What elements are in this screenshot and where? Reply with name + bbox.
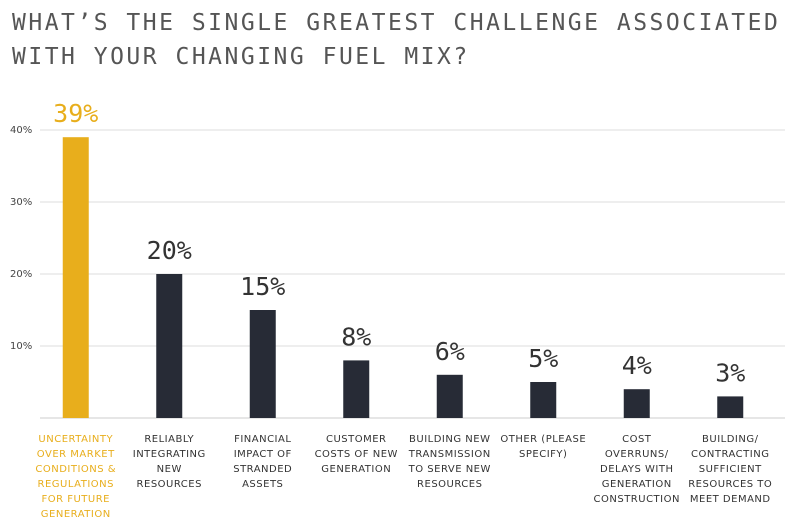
x-tick-label: UNCERTAINTY OVER MARKET CONDITIONS & REG… xyxy=(35,434,117,520)
data-label: 4% xyxy=(622,351,652,380)
y-tick-label: 10% xyxy=(10,341,32,352)
x-tick-label: RELIABLY INTEGRATING NEW RESOURCES xyxy=(132,434,206,490)
chart-title: WHAT’S THE SINGLE GREATEST CHALLENGE ASS… xyxy=(12,10,781,70)
data-label: 6% xyxy=(435,337,465,366)
y-tick-label: 40% xyxy=(10,125,32,136)
bar xyxy=(343,360,370,418)
x-tick-label: BUILDING/ CONTRACTING SUFFICIENT RESOURC… xyxy=(688,434,773,505)
bar xyxy=(156,274,183,418)
y-tick-label: 30% xyxy=(10,197,32,208)
y-tick-label: 20% xyxy=(10,269,32,280)
data-label: 39% xyxy=(53,99,98,128)
bar xyxy=(62,137,89,418)
x-tick-label: COST OVERRUNS/ DELAYS WITH GENERATION CO… xyxy=(593,434,680,505)
data-label: 15% xyxy=(240,272,285,301)
x-tick-label: BUILDING NEW TRANSMISSION TO SERVE NEW R… xyxy=(408,434,491,490)
bar xyxy=(530,382,557,418)
bar xyxy=(436,374,463,418)
data-label: 20% xyxy=(147,236,192,265)
x-tick-label: OTHER (PLEASE SPECIFY) xyxy=(500,434,587,460)
bar xyxy=(717,396,744,418)
data-label: 5% xyxy=(528,344,558,373)
x-tick-label: FINANCIAL IMPACT OF STRANDED ASSETS xyxy=(233,434,293,490)
x-tick-label: CUSTOMER COSTS OF NEW GENERATION xyxy=(314,434,398,475)
bar xyxy=(623,389,650,418)
data-label: 3% xyxy=(715,358,745,387)
bar xyxy=(249,310,276,418)
data-label: 8% xyxy=(341,322,371,351)
